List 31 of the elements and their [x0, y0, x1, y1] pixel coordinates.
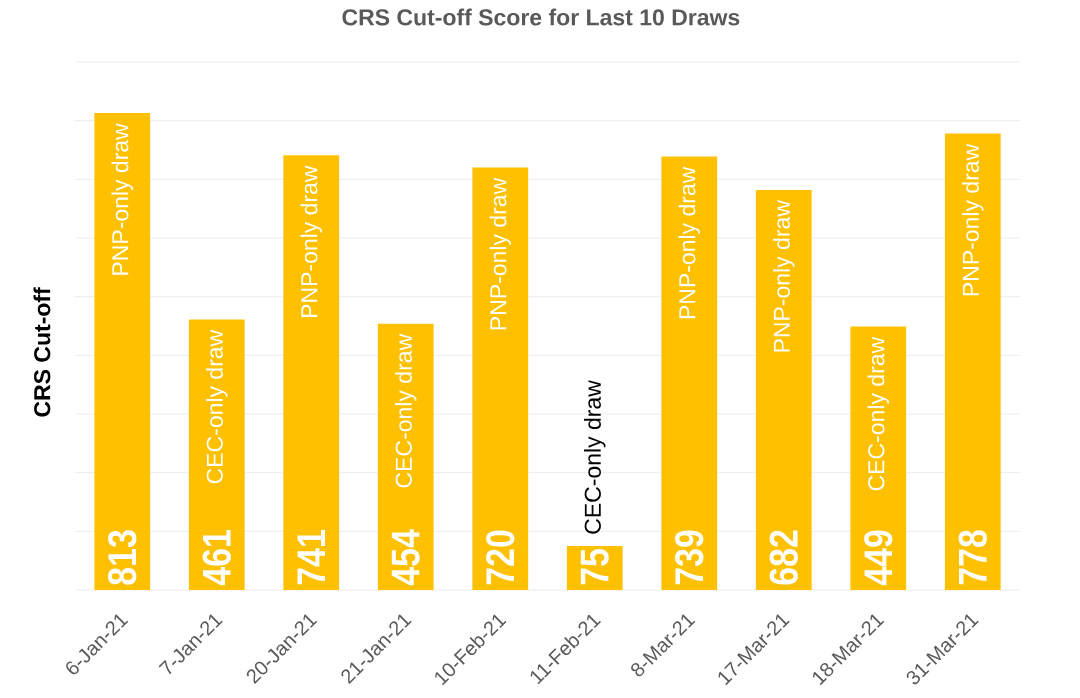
bar [850, 326, 907, 590]
chart-title: CRS Cut-off Score for Last 10 Draws [342, 8, 740, 26]
bar [377, 323, 434, 590]
y-axis-title: CRS Cut-off [33, 287, 51, 417]
annotation: PNP-only draw [489, 177, 511, 330]
bar [188, 319, 245, 590]
annotation: PNP-only draw [773, 200, 795, 352]
data-label: 75 [580, 548, 609, 585]
annotation: CEC-only draw [395, 333, 417, 488]
data-label: 813 [108, 530, 137, 585]
data-label: 720 [486, 530, 515, 585]
data-label: 449 [864, 530, 893, 586]
annotation: CEC-only draw [867, 336, 889, 491]
bar [755, 189, 812, 590]
data-label: 454 [391, 529, 420, 586]
bar [472, 167, 529, 590]
annotation: PNP-only draw [300, 165, 322, 317]
bar [283, 155, 340, 590]
annotation: PNP-only draw [111, 123, 133, 275]
annotation: PNP-only draw [678, 166, 700, 319]
data-label: 682 [769, 530, 798, 585]
data-label: 739 [675, 530, 704, 585]
annotation: CEC-only draw [206, 329, 228, 484]
annotation: CEC-only draw [584, 380, 606, 534]
data-label: 778 [958, 530, 987, 585]
data-label: 741 [297, 530, 326, 585]
data-label: 461 [202, 530, 231, 586]
bar [661, 156, 718, 590]
annotation: PNP-only draw [962, 143, 984, 296]
bar [944, 133, 1001, 590]
bar [94, 113, 151, 590]
